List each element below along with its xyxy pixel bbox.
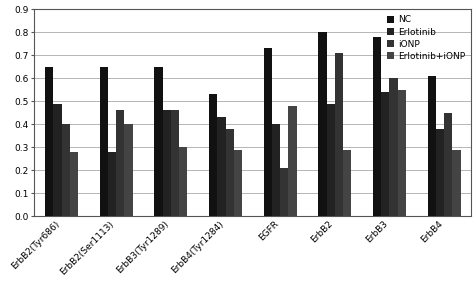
Bar bbox=[451, 149, 459, 216]
Bar bbox=[397, 90, 405, 216]
Bar bbox=[45, 67, 53, 216]
Bar bbox=[427, 76, 435, 216]
Bar bbox=[208, 94, 217, 216]
Bar bbox=[53, 103, 61, 216]
Bar bbox=[318, 32, 326, 216]
Bar bbox=[217, 117, 225, 216]
Bar bbox=[380, 92, 388, 216]
Bar bbox=[69, 152, 78, 216]
Bar bbox=[326, 103, 334, 216]
Bar bbox=[388, 78, 397, 216]
Bar bbox=[233, 149, 241, 216]
Bar bbox=[372, 37, 380, 216]
Bar bbox=[334, 53, 342, 216]
Bar bbox=[108, 152, 116, 216]
Bar bbox=[61, 124, 69, 216]
Bar bbox=[225, 129, 233, 216]
Legend: NC, Erlotinib, iONP, Erlotinib+iONP: NC, Erlotinib, iONP, Erlotinib+iONP bbox=[385, 14, 466, 63]
Bar bbox=[288, 106, 296, 216]
Bar bbox=[116, 111, 124, 216]
Bar bbox=[263, 48, 271, 216]
Bar bbox=[162, 111, 170, 216]
Bar bbox=[178, 147, 187, 216]
Bar bbox=[342, 149, 350, 216]
Bar bbox=[124, 124, 132, 216]
Bar bbox=[170, 111, 178, 216]
Bar bbox=[443, 113, 451, 216]
Bar bbox=[154, 67, 162, 216]
Bar bbox=[99, 67, 108, 216]
Bar bbox=[435, 129, 443, 216]
Bar bbox=[271, 124, 279, 216]
Bar bbox=[279, 168, 288, 216]
